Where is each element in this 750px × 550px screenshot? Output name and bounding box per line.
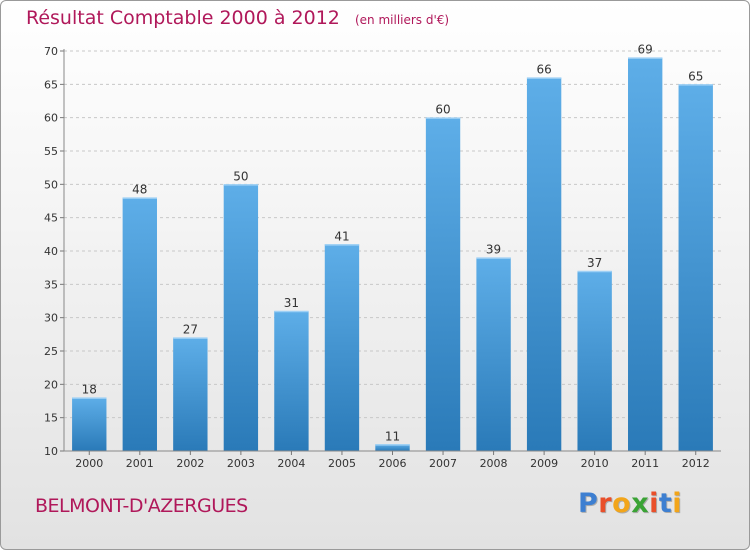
data-label: 11 — [385, 429, 400, 443]
grid-lines — [64, 50, 721, 419]
bar — [324, 244, 360, 451]
y-tick-label: 25 — [44, 345, 58, 358]
data-labels: 18 48 27 50 31 41 11 60 39 66 37 69 65 — [82, 43, 704, 444]
data-label: 66 — [536, 63, 551, 77]
chart-subtitle: (en milliers d'€) — [354, 13, 450, 27]
logo-letter: P — [578, 488, 599, 519]
x-tick-label: 2001 — [126, 457, 154, 470]
chart-title: Résultat Comptable 2000 à 2012 — [26, 7, 340, 29]
logo-letter: i — [672, 488, 683, 519]
logo-letter: r — [598, 488, 613, 519]
data-label: 50 — [233, 169, 248, 183]
proxiti-logo: Proxiti — [578, 488, 682, 519]
x-tick-label: 2009 — [530, 457, 558, 470]
x-tick-label: 2004 — [277, 457, 305, 470]
bar — [425, 117, 461, 452]
data-label: 48 — [132, 183, 147, 197]
bar — [72, 397, 107, 451]
x-tick-label: 2010 — [581, 457, 609, 470]
logo-letter: x — [631, 488, 650, 519]
bar — [678, 84, 713, 451]
data-label: 69 — [638, 43, 653, 57]
x-tick-label: 2008 — [480, 457, 508, 470]
x-tick-label: 2003 — [227, 457, 255, 470]
data-label: 18 — [82, 383, 97, 397]
data-label: 31 — [284, 296, 299, 310]
y-tick-label: 35 — [44, 278, 58, 291]
data-label: 39 — [486, 243, 501, 257]
x-tick-label: 2006 — [379, 457, 407, 470]
y-tick-label: 55 — [44, 145, 58, 158]
bar — [122, 197, 157, 451]
bar — [476, 257, 511, 451]
y-tick-label: 10 — [44, 445, 58, 458]
y-tick-label: 70 — [44, 45, 58, 58]
y-tick-label: 20 — [44, 378, 58, 391]
title-row: Résultat Comptable 2000 à 2012 (en milli… — [26, 7, 449, 29]
bar — [526, 77, 562, 452]
y-tick-label: 50 — [44, 178, 58, 191]
data-label: 65 — [688, 69, 703, 83]
y-tick-label: 60 — [44, 112, 58, 125]
bar — [173, 337, 208, 451]
data-label: 37 — [587, 256, 602, 270]
logo-letter: i — [649, 488, 659, 519]
bar — [375, 444, 410, 451]
x-tick-label: 2005 — [328, 457, 356, 470]
x-tick-label: 2002 — [176, 457, 204, 470]
x-tick-label: 2012 — [682, 457, 710, 470]
x-tick-label: 2011 — [631, 457, 659, 470]
x-tick-label: 2007 — [429, 457, 457, 470]
bar — [577, 271, 612, 451]
y-tick-label: 45 — [44, 212, 58, 225]
logo-letter: t — [658, 488, 673, 519]
y-tick-label: 30 — [44, 312, 58, 325]
data-label: 27 — [183, 323, 198, 337]
y-tick-label: 15 — [44, 412, 58, 425]
bar — [274, 311, 309, 451]
location-label: BELMONT-D'AZERGUES — [35, 495, 248, 517]
x-tick-label: 2000 — [75, 457, 103, 470]
axes: 10 15 20 25 30 35 40 45 50 55 60 65 70 2000 2001 2002 20… — [44, 45, 721, 470]
data-label: 41 — [334, 229, 349, 243]
y-tick-label: 40 — [44, 245, 58, 258]
bar — [223, 184, 259, 452]
data-label: 60 — [435, 103, 450, 117]
logo-letter: o — [612, 488, 632, 519]
bars — [72, 57, 713, 452]
bar — [628, 57, 663, 452]
y-tick-label: 65 — [44, 78, 58, 91]
